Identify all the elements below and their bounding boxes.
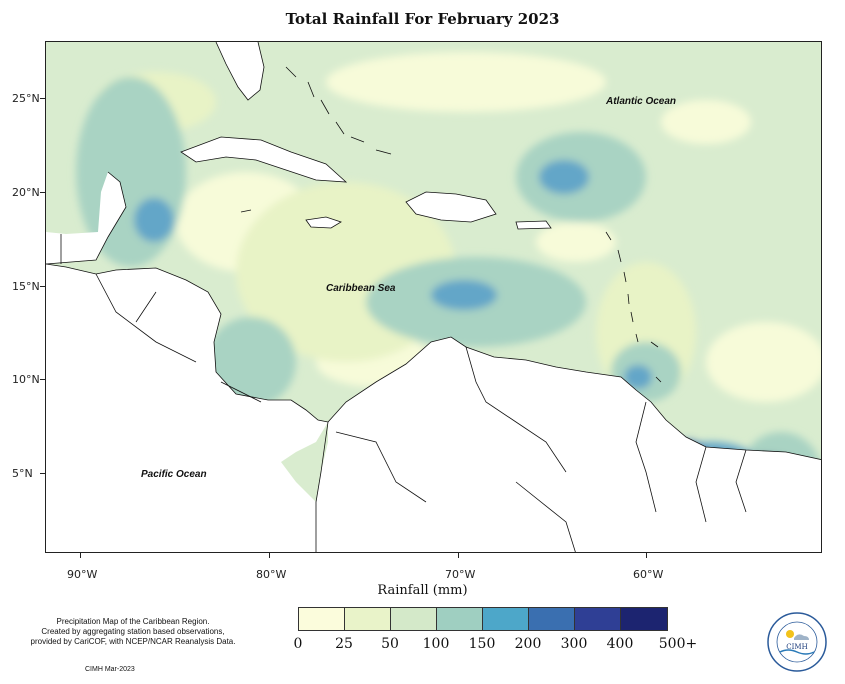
map-credits: Precipitation Map of the Caribbean Regio… [8,617,258,647]
border-colombia [335,431,427,503]
credits-date: CIMH Mar-2023 [85,666,135,673]
land [46,42,821,552]
border-brazil [515,481,576,552]
border-honduras [95,273,197,363]
cayman-islands [240,209,252,213]
central-america-land [46,264,328,552]
border-suriname [695,446,707,523]
map-title: Total Rainfall For February 2023 [285,10,560,28]
legend-break-label: 400 [606,636,634,652]
legend-swatch [345,608,391,630]
lon-label-90: 90°W [67,568,98,581]
coastline-hispaniola [405,191,497,223]
border-costa-rica [220,381,262,403]
coastline-jamaica [305,216,342,229]
rainfall-legend [298,607,668,631]
coastline-cuba [180,136,348,183]
blue-zone [539,160,589,194]
border-venezuela [465,346,567,473]
legend-break-label: 300 [560,636,588,652]
country-borders [46,42,821,552]
lat-label-15: 15°N [12,280,40,293]
credits-line-3: provided by CariCOF, with NCEP/NCAR Rean… [30,637,236,646]
legend-swatch [483,608,529,630]
hispaniola-land [406,192,496,222]
blue-zone [624,365,652,389]
border-french-guiana [735,449,747,513]
logo-text: CIMH [786,643,807,651]
border-guyana [635,401,657,513]
florida-land [216,42,264,100]
teal-zone [206,317,296,407]
coastline-central-america-north [46,263,329,423]
jamaica-land [306,217,341,228]
very-light-zone [706,322,821,402]
lon-label-70: 70°W [445,568,476,581]
legend-break-label: 25 [335,636,353,652]
legend-swatch [575,608,621,630]
lon-tick [80,553,81,558]
lat-tick [40,379,45,380]
rainfall-axis-title: Rainfall (mm) [377,583,468,598]
legend-break-label: 150 [468,636,496,652]
puerto-rico-land [516,221,551,229]
very-light-zone [326,52,606,112]
legend-break-label: 0 [293,636,303,652]
cimh-logo: CIMH [766,611,828,673]
legend-break-label: 50 [381,636,399,652]
lon-tick [458,553,459,558]
region-label-caribbean: Caribbean Sea [326,283,396,294]
rainfall-legend-labels: 0 25 50 100 150 200 300 400 500+ [0,636,845,656]
rainfall-map: Atlantic Ocean Caribbean Sea Pacific Oce… [45,41,822,553]
legend-swatch [437,608,483,630]
windward-islands [650,341,662,383]
rainfall-map-svg: Atlantic Ocean Caribbean Sea Pacific Oce… [46,42,821,552]
coastline-florida [215,42,265,101]
lon-label-60: 60°W [633,568,664,581]
lon-label-80: 80°W [256,568,287,581]
legend-swatch [529,608,575,630]
lat-tick [40,286,45,287]
lon-tick [269,553,270,558]
legend-swatch [299,608,345,630]
coastline-pacific [315,421,329,552]
lat-label-10: 10°N [12,373,40,386]
legend-swatch [391,608,437,630]
legend-break-label: 200 [514,636,542,652]
bahamas-islands [285,66,392,155]
yucatan-land [46,172,126,264]
south-america-land [316,337,821,552]
blue-zone [134,198,174,242]
very-light-zone [536,222,616,262]
blue-zone [431,280,497,310]
lat-label-25: 25°N [12,92,40,105]
border-guatemala [135,291,157,323]
lesser-antilles-islands [605,231,639,343]
lat-tick [40,192,45,193]
region-label-pacific: Pacific Ocean [141,469,207,480]
lat-label-20: 20°N [12,186,40,199]
very-light-zone [661,100,751,144]
legend-swatch [621,608,667,630]
credits-line-2: Created by aggregating station based obs… [41,627,225,636]
cuba-land [181,137,346,182]
lat-label-5: 5°N [12,467,33,480]
lat-tick [40,98,45,99]
cimh-logo-icon: CIMH [767,612,827,672]
lon-tick [646,553,647,558]
legend-break-label: 500+ [658,636,698,652]
lat-tick [40,473,45,474]
credits-line-1: Precipitation Map of the Caribbean Regio… [56,617,210,626]
coastline-puerto-rico [515,220,552,230]
coastline-yucatan [46,171,127,265]
region-label-atlantic: Atlantic Ocean [605,96,676,107]
legend-break-label: 100 [422,636,450,652]
coastline-south-america-north [327,336,821,460]
